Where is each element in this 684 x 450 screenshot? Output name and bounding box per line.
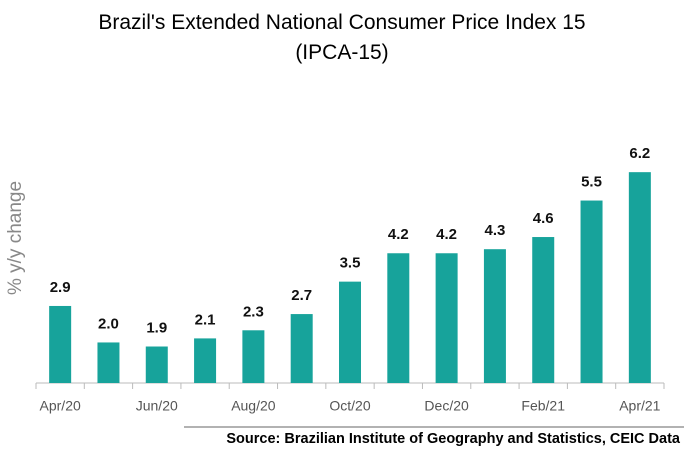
bar — [387, 253, 410, 383]
bar — [339, 281, 361, 383]
value-label: 4.2 — [388, 226, 409, 243]
value-label: 1.9 — [146, 319, 167, 336]
x-tick-label: Oct/20 — [329, 398, 370, 414]
value-label: 2.9 — [50, 279, 71, 296]
bar — [49, 305, 72, 383]
chart-title: Brazil's Extended National Consumer Pric… — [98, 11, 586, 64]
bar — [532, 237, 555, 383]
value-label: 4.6 — [533, 210, 554, 227]
value-label: 6.2 — [629, 145, 650, 162]
bar — [145, 346, 168, 383]
value-label: 2.3 — [243, 303, 264, 320]
bar — [580, 200, 603, 383]
value-label: 2.7 — [291, 287, 312, 304]
bar — [194, 338, 217, 383]
x-tick-label: Apr/21 — [619, 398, 660, 414]
bar — [242, 330, 265, 383]
x-tick-label: Aug/20 — [231, 398, 276, 414]
value-label: 4.2 — [436, 226, 457, 243]
x-tick-label: Apr/20 — [40, 398, 81, 414]
x-tick-label: Feb/21 — [521, 398, 565, 414]
x-tick-label: Jun/20 — [136, 398, 178, 414]
y-axis-label: % y/y change — [5, 181, 26, 295]
bar — [97, 342, 120, 383]
value-label: 4.3 — [484, 222, 505, 239]
bar — [628, 172, 651, 383]
bar — [483, 249, 506, 383]
value-label: 3.5 — [340, 255, 361, 272]
bar — [435, 253, 458, 383]
source: Source: Brazilian Institute of Geography… — [226, 431, 681, 447]
x-tick-label: Dec/20 — [424, 398, 469, 414]
value-label: 2.1 — [195, 311, 216, 328]
value-label: 2.0 — [98, 315, 119, 332]
value-label: 5.5 — [581, 174, 602, 191]
bar — [290, 314, 313, 383]
